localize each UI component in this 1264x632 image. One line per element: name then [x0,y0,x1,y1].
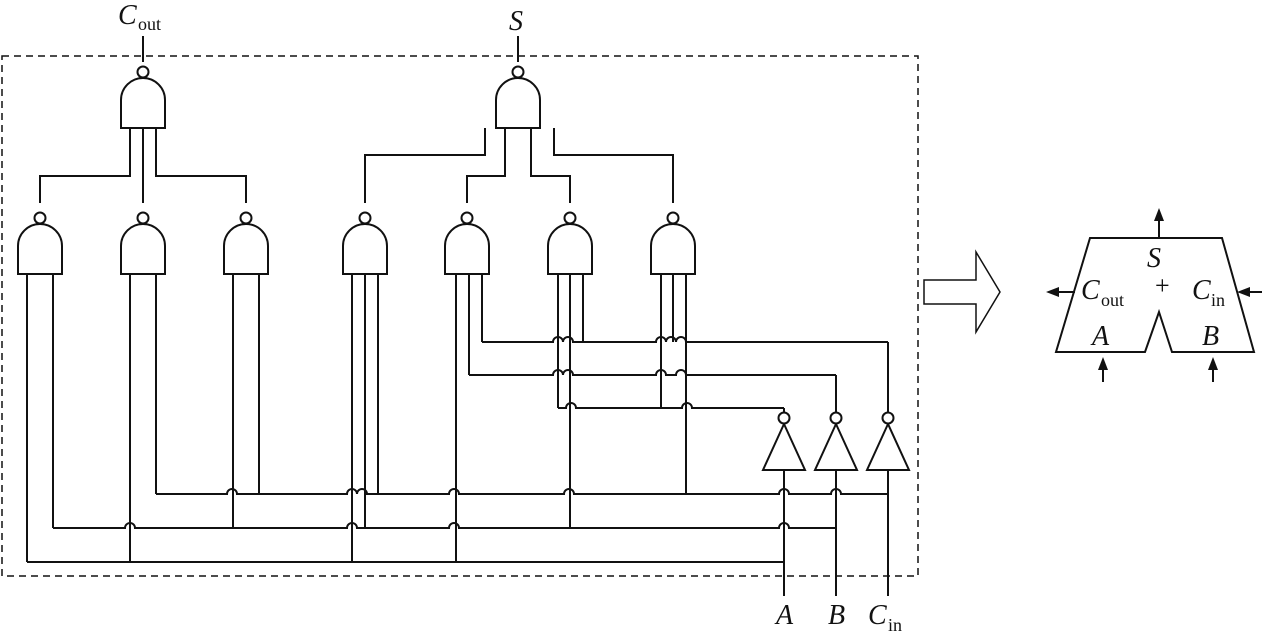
adder-a-input-arrow [1098,357,1108,382]
adder-symbol-outline [1054,237,1256,353]
nand-gate-row2-6 [547,211,593,275]
cin-input-label: C [868,600,887,631]
cout-label-subscript: out [138,14,161,34]
inverter-output-wires [783,342,889,412]
adder-cout-label-subscript: out [1101,290,1124,310]
input-stems [783,470,889,596]
nand-gate-cout [120,65,166,129]
adder-b-input-arrow [1208,357,1218,382]
sum-gate-input-wires [364,128,674,203]
adder-cout-label: C [1081,275,1100,306]
nand-gate-row2-5 [444,211,490,275]
adder-cin-input-arrow [1237,287,1262,297]
bus-b-lower [53,522,836,529]
bus-b-upper [469,369,836,376]
nand-gate-row2-1 [17,211,63,275]
nand-gate-row2-3 [223,211,269,275]
adder-cin-label: C [1192,275,1211,306]
cout-gate-input-wires [39,128,247,203]
gate-input-verticals [26,274,687,562]
cout-label: C [118,0,137,31]
not-gate-cin [866,411,910,471]
adder-plus-sign: + [1155,271,1170,300]
not-gate-b [814,411,858,471]
adder-cout-output-arrow [1046,287,1075,297]
adder-s-label: S [1147,243,1161,274]
transform-arrow [923,249,1001,335]
bus-cin-lower [156,488,888,495]
adder-cin-label-subscript: in [1211,290,1225,310]
nand-gate-row2-2 [120,211,166,275]
adder-s-output-arrow [1154,208,1164,238]
cin-input-label-subscript: in [888,615,902,632]
s-label: S [509,6,523,37]
a-input-label: A [774,600,794,631]
nand-gate-row2-7 [650,211,696,275]
not-gate-a [762,411,806,471]
b-input-label: B [828,600,845,631]
circuit-boundary [1,55,919,577]
nand-gate-sum [495,65,541,129]
bus-a-upper [558,402,784,409]
nand-gate-row2-4 [342,211,388,275]
adder-a-label: A [1090,321,1110,352]
adder-b-label: B [1202,321,1219,352]
